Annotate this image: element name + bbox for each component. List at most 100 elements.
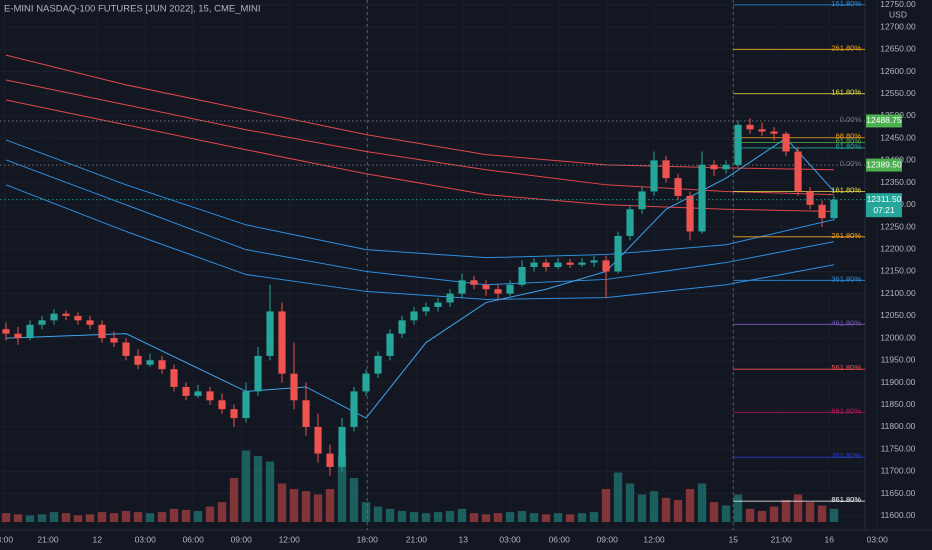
y-tick-label: 12250.00 [880, 221, 916, 231]
volume-bar [505, 512, 515, 522]
indicators [5, 54, 835, 419]
y-tick-label: 12100.00 [880, 288, 916, 298]
candle-body [74, 315, 82, 321]
x-tick-label: 12:00 [643, 534, 665, 544]
volume-bar [301, 491, 311, 522]
price-tag-label: 12311.50 [867, 194, 902, 204]
candle-body [626, 209, 634, 236]
volume-bar [493, 513, 503, 522]
candle-body [146, 360, 154, 365]
volume-bar [181, 509, 191, 522]
volume-bar [397, 511, 407, 522]
candle-body [206, 391, 214, 401]
fib-label: 161.80% [831, 88, 861, 97]
candle-body [710, 164, 718, 170]
y-tick-label: 11950.00 [881, 355, 916, 365]
candle-body [278, 311, 286, 374]
candle-body [590, 260, 598, 263]
y-tick-label: 12700.00 [880, 21, 916, 31]
indicator-line [5, 54, 835, 171]
volume-bar [313, 494, 323, 522]
chart-title: E-MINI NASDAQ-100 FUTURES [JUN 2022], 15… [4, 4, 261, 15]
candle-body [638, 191, 646, 210]
volume-bar [601, 489, 611, 522]
candle-body [578, 262, 586, 265]
fib-label: 61.80% [836, 137, 862, 146]
candle-body [110, 338, 118, 343]
x-tick-label: 03:00 [867, 534, 889, 544]
candle-body [482, 284, 490, 290]
x-tick-label: 12:00 [279, 534, 301, 544]
volume-bar [289, 489, 299, 522]
price-tag [866, 158, 902, 172]
x-tick-label: 21:00 [406, 534, 428, 544]
y-tick-label: 12650.00 [880, 44, 916, 54]
candle-body [770, 131, 778, 134]
volume-bar [469, 513, 479, 522]
indicator-line [5, 184, 835, 300]
volume-bar [817, 505, 827, 522]
candle-body [830, 199, 838, 219]
volume-bar [553, 513, 563, 522]
volume-bar [361, 502, 371, 522]
volume-bar [613, 472, 623, 522]
volume-bar [349, 478, 359, 522]
x-tick-label: 06:00 [183, 534, 205, 544]
candle-body [566, 262, 574, 265]
y-tick-label: 12350.00 [880, 177, 916, 187]
candle-body [122, 342, 130, 356]
candle-body [686, 195, 694, 232]
volume-bar [517, 511, 527, 522]
candle-body [458, 280, 466, 294]
fib-label: 61.80% [836, 142, 862, 151]
volume-bar [157, 512, 167, 522]
candle-body [374, 355, 382, 374]
volume-bar [529, 513, 539, 522]
candle-body [182, 386, 190, 396]
fib-label: 561.80% [831, 363, 861, 372]
candle-body [266, 311, 274, 356]
volume-bar [445, 511, 455, 522]
candle-body [782, 133, 790, 152]
fibonacci: 161.80% 261.80% 161.80% 0.00% 68.80%61.80%61… [0, 0, 865, 504]
x-tick-label: 8:00 [0, 534, 13, 544]
candle-body [410, 311, 418, 321]
candle-body [698, 164, 706, 232]
volume-bar [61, 513, 71, 522]
volume-bar [85, 514, 95, 522]
candle-body [722, 164, 730, 170]
candle-body [218, 400, 226, 410]
y-tick-label: 11750.00 [881, 443, 916, 453]
candle-body [518, 266, 526, 285]
y-tick-label: 11600.00 [881, 510, 916, 520]
fib-label: 861.80% [831, 495, 861, 504]
candle-body [554, 262, 562, 267]
volume-bar [661, 497, 671, 522]
y-tick-label: 12550.00 [880, 88, 916, 98]
candle-body [614, 235, 622, 272]
volume-bar [229, 478, 239, 522]
volume-bar [709, 502, 719, 522]
volume-bar [121, 511, 131, 522]
fib-label: 161.80% [831, 185, 861, 194]
y-tick-label: 12200.00 [880, 243, 916, 253]
volume-bar [781, 500, 791, 522]
volume-bar [433, 512, 443, 522]
candle-body [746, 124, 754, 130]
indicator-line [5, 79, 835, 196]
candle-body [602, 260, 610, 272]
volume-bar [97, 512, 107, 522]
candle-body [734, 124, 742, 165]
fib-label: 461.80% [831, 318, 861, 327]
candle-body [50, 313, 58, 321]
volume-bar [577, 513, 587, 522]
volume-bar [757, 511, 767, 522]
candle-body [254, 355, 262, 392]
x-tick-label: 09:00 [597, 534, 619, 544]
volume-bar [745, 508, 755, 522]
volume-bar [73, 515, 83, 522]
countdown: 07:21 [873, 205, 895, 215]
x-tick-label: 12 [92, 534, 102, 544]
volume-bar [241, 450, 251, 522]
